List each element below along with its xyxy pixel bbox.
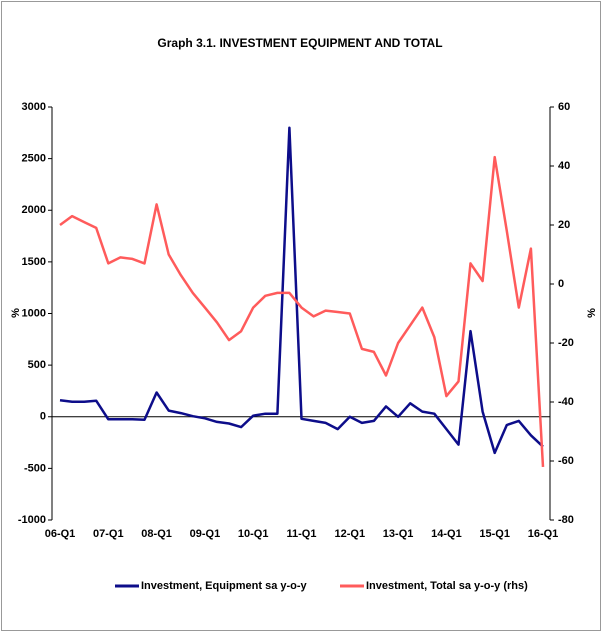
y-axis-label: % [10, 308, 22, 318]
y-tick-label: 1500 [22, 256, 46, 268]
x-tick-label: 06-Q1 [45, 528, 76, 540]
series-line [59, 155, 545, 467]
chart-title: Graph 3.1. INVESTMENT EQUIPMENT AND TOTA… [157, 36, 442, 50]
y2-tick-label: 20 [558, 219, 570, 231]
y2-axis-label: % [586, 308, 598, 318]
y-tick-label: -500 [24, 462, 46, 474]
y2-tick-label: 0 [558, 278, 564, 290]
y2-tick-label: 40 [558, 160, 570, 172]
legend-label: Investment, Equipment sa y-o-y [141, 580, 308, 592]
x-tick-label: 14-Q1 [431, 528, 462, 540]
y-tick-label: -1000 [18, 514, 46, 526]
y2-tick-label: 60 [558, 101, 570, 113]
y-tick-label: 3000 [22, 101, 46, 113]
y2-tick-label: -60 [558, 455, 574, 467]
x-tick-label: 12-Q1 [335, 528, 366, 540]
series-line [59, 126, 544, 455]
y-tick-label: 2500 [22, 153, 46, 165]
y-tick-label: 2000 [22, 204, 46, 216]
x-tick-label: 09-Q1 [190, 528, 221, 540]
x-tick-label: 15-Q1 [479, 528, 510, 540]
y-tick-label: 500 [28, 359, 46, 371]
x-tick-label: 16-Q1 [528, 528, 559, 540]
legend-label: Investment, Total sa y-o-y (rhs) [366, 580, 528, 592]
y-tick-label: 0 [40, 411, 46, 423]
y-tick-label: 1000 [22, 307, 46, 319]
y2-tick-label: -40 [558, 396, 574, 408]
x-tick-label: 11-Q1 [287, 528, 317, 540]
x-tick-label: 08-Q1 [141, 528, 172, 540]
x-tick-label: 10-Q1 [238, 528, 269, 540]
x-tick-label: 07-Q1 [93, 528, 124, 540]
y2-tick-label: -20 [558, 337, 574, 349]
x-tick-label: 13-Q1 [383, 528, 414, 540]
y2-tick-label: -80 [558, 514, 574, 526]
